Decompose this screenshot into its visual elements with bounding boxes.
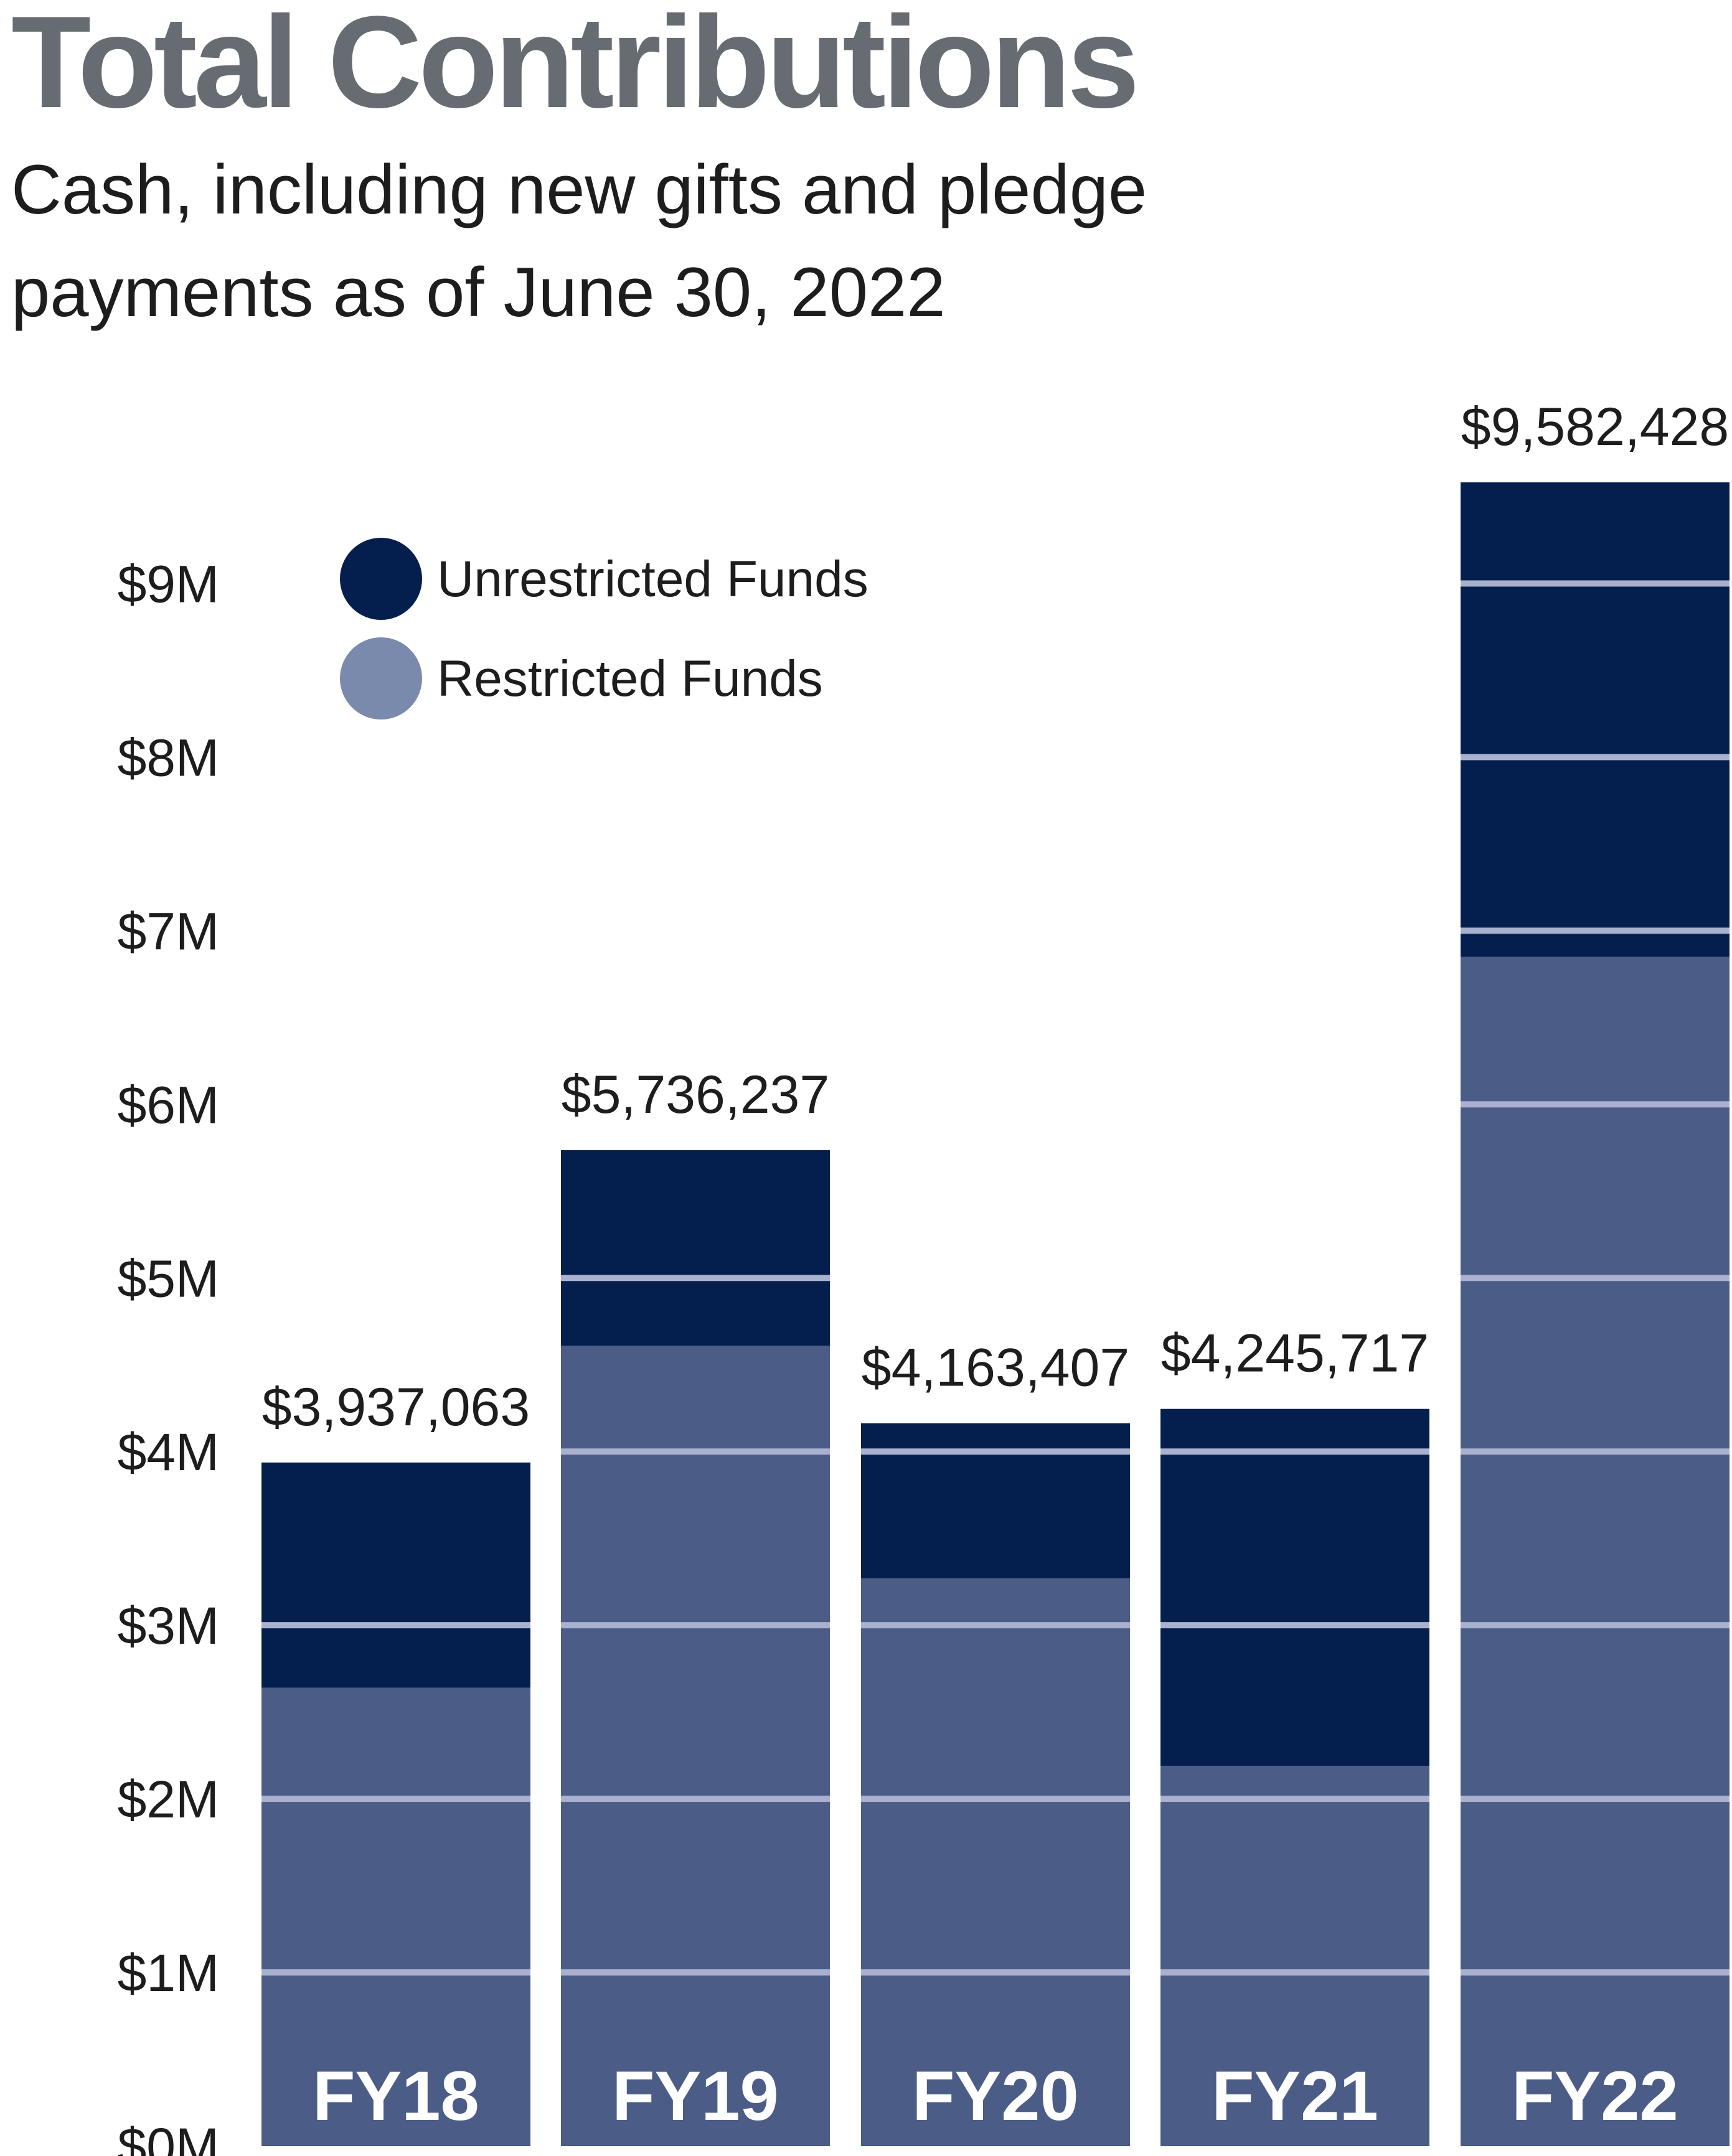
total-labels: $3,937,063 $5,736,237 $4,163,407 $4,245,717… <box>262 397 1729 1437</box>
total-label-fy20: $4,163,407 <box>862 1338 1129 1398</box>
legend-unrestricted-swatch <box>340 538 422 620</box>
bar-unrestricted-fy22 <box>1461 482 1730 957</box>
y-axis-labels: $0M $1M $2M $3M $4M $5M $6M $7M $8M $9M <box>118 555 219 2156</box>
legend-unrestricted-label: Unrestricted Funds <box>437 551 868 607</box>
bar-unrestricted-fy20 <box>861 1423 1130 1578</box>
legend: Unrestricted Funds Restricted Funds <box>340 538 868 719</box>
category-label-fy18: FY18 <box>313 2057 479 2135</box>
bar-restricted-fy21 <box>1160 1766 1429 2146</box>
gridline-segment <box>261 1622 530 1629</box>
gridline-segment <box>1461 1796 1730 1802</box>
y-tick-label: $2M <box>118 1770 219 1829</box>
gridline-segment <box>1160 1622 1429 1629</box>
gridline-segment <box>1461 1448 1730 1455</box>
y-tick-label: $3M <box>118 1596 219 1655</box>
bar-unrestricted-fy19 <box>561 1150 830 1346</box>
y-tick-label: $8M <box>118 728 219 787</box>
gridline-segment <box>861 1622 1130 1629</box>
gridline-segment <box>1461 1622 1730 1629</box>
gridline-segment <box>1160 1969 1429 1976</box>
gridline-segment <box>1160 1796 1429 1802</box>
y-tick-label: $4M <box>118 1423 219 1481</box>
gridline-segment <box>261 1969 530 1976</box>
y-tick-label: $6M <box>118 1076 219 1134</box>
category-label-fy22: FY22 <box>1512 2057 1678 2135</box>
legend-restricted-swatch <box>340 637 422 719</box>
bar-unrestricted-fy21 <box>1160 1408 1429 1766</box>
gridline-segment <box>561 1275 830 1282</box>
gridline-segment <box>561 1448 830 1455</box>
gridline-segment <box>1461 1275 1730 1282</box>
chart-title: Total Contributions <box>11 0 1136 135</box>
gridline-segment <box>1160 1448 1429 1455</box>
gridline-segment <box>1461 1969 1730 1976</box>
gridline-segment <box>861 1969 1130 1976</box>
category-label-fy21: FY21 <box>1212 2057 1378 2135</box>
category-labels: FY18 FY19 FY20 FY21 FY22 <box>313 2057 1678 2135</box>
gridline-segment <box>561 1969 830 1976</box>
gridlines <box>261 580 1730 1976</box>
total-label-fy19: $5,736,237 <box>562 1065 829 1125</box>
chart-subtitle-line-2: payments as of June 30, 2022 <box>11 253 946 331</box>
gridline-segment <box>1461 580 1730 587</box>
gridline-segment <box>1461 1101 1730 1108</box>
legend-restricted-label: Restricted Funds <box>437 650 823 707</box>
category-label-fy19: FY19 <box>612 2057 779 2135</box>
bar-unrestricted-fy18 <box>261 1462 530 1688</box>
gridline-segment <box>561 1796 830 1802</box>
y-tick-label: $5M <box>118 1249 219 1308</box>
y-tick-label: $0M <box>118 2117 219 2156</box>
y-tick-label: $1M <box>118 1944 219 2002</box>
bars <box>261 482 1730 2146</box>
gridline-segment <box>861 1796 1130 1802</box>
gridline-segment <box>261 1796 530 1802</box>
total-label-fy18: $3,937,063 <box>262 1377 530 1437</box>
y-tick-label: $9M <box>118 555 219 613</box>
total-label-fy22: $9,582,428 <box>1461 397 1729 457</box>
gridline-segment <box>1461 927 1730 934</box>
gridline-segment <box>861 1448 1130 1455</box>
category-label-fy20: FY20 <box>912 2057 1079 2135</box>
bar-restricted-fy22 <box>1461 957 1730 2146</box>
chart-subtitle-line-1: Cash, including new gifts and pledge <box>11 151 1147 228</box>
bar-restricted-fy20 <box>861 1578 1130 2146</box>
gridline-segment <box>1461 754 1730 761</box>
total-label-fy21: $4,245,717 <box>1161 1324 1429 1384</box>
gridline-segment <box>561 1622 830 1629</box>
y-tick-label: $7M <box>118 902 219 960</box>
bar-restricted-fy18 <box>261 1687 530 2146</box>
bar-restricted-fy19 <box>561 1346 830 2146</box>
